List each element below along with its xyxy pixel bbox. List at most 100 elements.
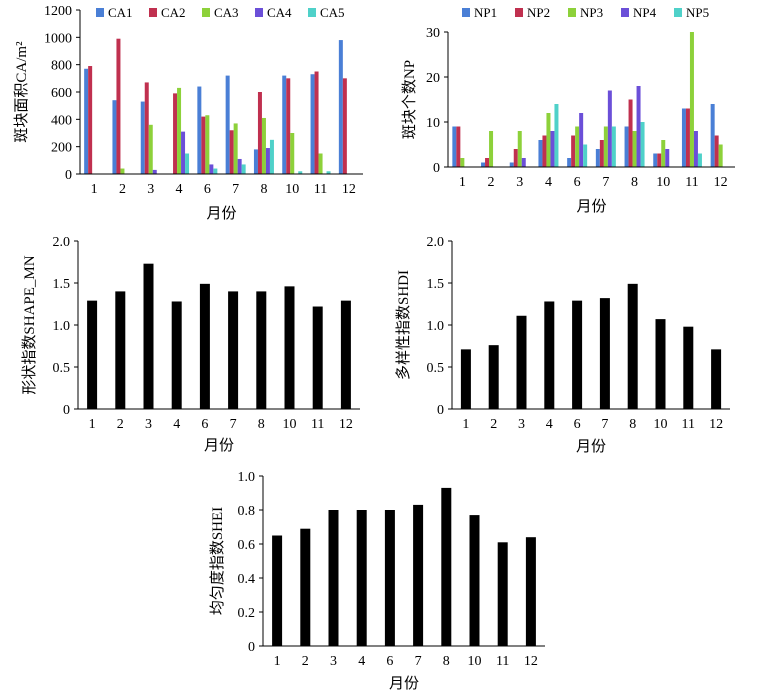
bar-np-np4-7 xyxy=(607,90,612,167)
x-tick-label: 8 xyxy=(631,175,638,190)
x-tick-label: 3 xyxy=(330,654,337,669)
bar-ca-ca2-7 xyxy=(229,130,234,174)
y-tick-label: 0 xyxy=(63,403,70,418)
bar-ca-ca5-11 xyxy=(326,171,331,174)
legend-swatch-np3 xyxy=(568,8,576,17)
x-tick-label: 1 xyxy=(274,654,281,669)
x-axis-label: 月份 xyxy=(576,198,606,215)
bar-np-np1-6 xyxy=(567,158,572,167)
x-tick-label: 6 xyxy=(386,654,393,669)
bar-shdi-value-2 xyxy=(488,345,499,409)
bar-ca-ca3-6 xyxy=(205,115,210,174)
x-axis-label: 月份 xyxy=(389,675,419,692)
x-tick-label: 1 xyxy=(459,175,466,190)
x-tick-label: 1 xyxy=(91,182,98,197)
bar-shei-value-12 xyxy=(525,537,536,646)
bar-np-np2-12 xyxy=(714,135,719,167)
bar-ca-ca1-6 xyxy=(197,86,202,174)
y-tick-label: 20 xyxy=(426,71,440,86)
y-tick-label: 2.0 xyxy=(53,235,71,250)
x-tick-label: 8 xyxy=(260,182,267,197)
bar-ca-ca2-3 xyxy=(144,82,149,174)
bar-ca-ca1-7 xyxy=(225,75,230,174)
x-tick-label: 4 xyxy=(358,654,365,669)
bar-ca-ca3-8 xyxy=(261,117,266,174)
x-tick-label: 8 xyxy=(258,417,265,432)
bar-ca-ca5-4 xyxy=(185,153,190,174)
x-tick-label: 10 xyxy=(656,175,670,190)
bar-np-np4-6 xyxy=(579,113,584,167)
x-tick-label: 11 xyxy=(314,182,327,197)
legend-swatch-np1 xyxy=(462,8,470,17)
bar-np-np3-4 xyxy=(546,113,551,167)
x-tick-label: 4 xyxy=(176,182,183,197)
bar-ca-ca2-4 xyxy=(173,93,178,174)
bar-np-np4-4 xyxy=(550,131,555,167)
x-tick-label: 3 xyxy=(518,417,525,432)
bar-shei-value-10 xyxy=(469,515,480,646)
y-axis-label: 斑块个数NP xyxy=(401,60,418,139)
x-tick-label: 2 xyxy=(490,417,497,432)
y-tick-label: 1000 xyxy=(44,31,72,46)
y-tick-label: 800 xyxy=(51,59,72,74)
x-tick-label: 7 xyxy=(602,175,609,190)
x-tick-label: 1 xyxy=(89,417,96,432)
bar-shape-value-1 xyxy=(87,300,98,409)
x-tick-label: 6 xyxy=(201,417,208,432)
bar-ca-ca4-4 xyxy=(181,131,186,174)
y-axis-label: 多样性指数SHDI xyxy=(395,270,412,380)
x-axis-label: 月份 xyxy=(576,438,606,455)
x-tick-label: 2 xyxy=(302,654,309,669)
bar-np-np2-3 xyxy=(513,149,518,167)
x-tick-label: 3 xyxy=(145,417,152,432)
legend-label-np2: NP2 xyxy=(527,5,550,20)
bar-ca-ca1-12 xyxy=(338,40,343,174)
y-tick-label: 1.0 xyxy=(427,319,445,334)
legend-swatch-np5 xyxy=(674,8,682,17)
x-tick-label: 7 xyxy=(415,654,422,669)
bar-ca-ca1-8 xyxy=(253,149,258,174)
bar-np-np1-10 xyxy=(653,153,658,167)
bar-shei-value-11 xyxy=(497,542,508,646)
bar-ca-ca5-7 xyxy=(241,164,246,174)
bar-np-np2-11 xyxy=(685,108,690,167)
bar-ca-ca2-8 xyxy=(257,92,262,174)
y-tick-label: 0 xyxy=(248,640,255,655)
x-tick-label: 10 xyxy=(468,654,482,669)
bar-ca-ca2-6 xyxy=(201,116,206,174)
bar-shei-value-1 xyxy=(272,535,283,646)
bar-shdi-value-7 xyxy=(599,298,610,409)
x-tick-label: 7 xyxy=(232,182,239,197)
legend-swatch-ca1 xyxy=(96,8,104,17)
bar-shdi-value-11 xyxy=(683,326,694,409)
y-tick-label: 2.0 xyxy=(427,235,445,250)
bar-ca-ca2-12 xyxy=(342,78,347,174)
y-tick-label: 1200 xyxy=(44,4,72,19)
bar-np-np2-4 xyxy=(542,135,547,167)
x-tick-label: 12 xyxy=(339,417,353,432)
y-tick-label: 0.6 xyxy=(238,538,256,553)
bar-ca-ca2-11 xyxy=(314,71,319,174)
y-axis-label: 形状指数SHAPE_MN xyxy=(21,255,38,394)
x-tick-label: 3 xyxy=(516,175,523,190)
legend-swatch-ca5 xyxy=(308,8,316,17)
y-axis-label: 斑块面积CA/m² xyxy=(13,41,30,143)
bar-shape-value-6 xyxy=(199,283,210,409)
y-tick-label: 10 xyxy=(426,116,440,131)
bar-shei-value-2 xyxy=(300,528,311,646)
x-tick-label: 8 xyxy=(443,654,450,669)
x-tick-label: 11 xyxy=(685,175,698,190)
bar-np-np4-3 xyxy=(521,158,526,167)
bar-ca-ca3-7 xyxy=(233,123,238,174)
x-tick-label: 1 xyxy=(462,417,469,432)
y-tick-label: 0.5 xyxy=(427,361,445,376)
bar-ca-ca3-4 xyxy=(177,87,182,174)
x-tick-label: 7 xyxy=(601,417,608,432)
bar-shape-value-8 xyxy=(256,291,267,409)
bar-np-np5-7 xyxy=(611,126,616,167)
